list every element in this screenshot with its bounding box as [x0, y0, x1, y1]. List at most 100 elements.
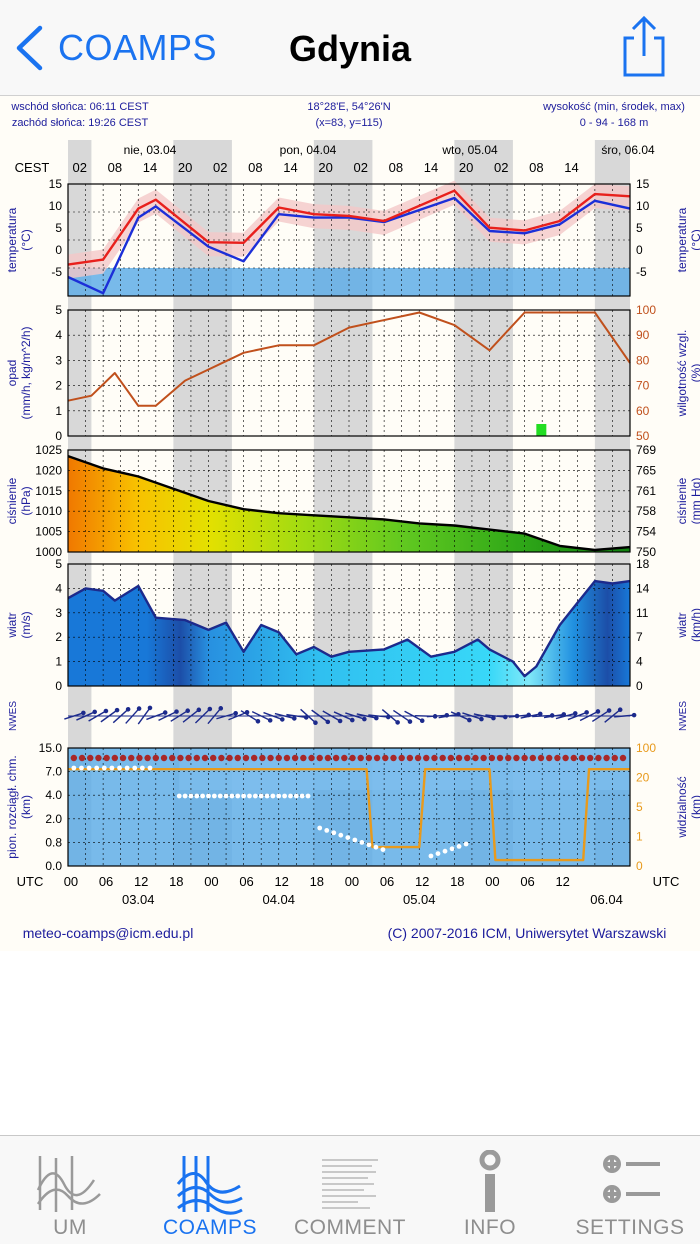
info-icon [479, 1150, 501, 1212]
tab-um[interactable]: UM [0, 1136, 140, 1244]
temperature-right-label-line: temperatura [675, 207, 689, 272]
pressure-left-label-line: ciśnienie [5, 477, 19, 524]
cloud-top-dot [472, 754, 479, 762]
pressure-left-tick: 1020 [35, 463, 62, 477]
cloud-base-dot [86, 765, 92, 771]
cloud-top-dot [480, 754, 487, 762]
tab-info-label: INFO [463, 1216, 517, 1239]
cloud-top-dot [349, 754, 356, 762]
cloud-top-dot [414, 754, 422, 762]
wind-right-tick: 14 [636, 581, 650, 595]
precip-left-tick: 3 [55, 353, 62, 367]
grid [68, 450, 630, 552]
pressure-left-tick: 1010 [35, 504, 62, 518]
cest-hour-tick: 08 [529, 160, 543, 175]
cloud-top-dot [201, 754, 209, 762]
cloud-base-dot [456, 844, 462, 849]
precip-left-tick: 2 [55, 379, 62, 393]
cloud-base-dot [305, 793, 311, 799]
cloud-base-dot [366, 842, 372, 848]
wind-arrow-head [313, 720, 318, 725]
tab-coamps[interactable]: COAMPS [140, 1136, 280, 1244]
cloud-base-dot [94, 765, 100, 771]
cloud-left-tick: 4.0 [45, 788, 62, 802]
utc-hour-tick: 00 [485, 874, 499, 889]
cloud-top-dot [357, 754, 364, 762]
cloud-top-dot [209, 754, 217, 762]
utc-hour-tick: 00 [345, 874, 359, 889]
cloud-base-dot [264, 793, 270, 799]
temperature-left-tick: 5 [55, 221, 62, 235]
cloud-top-dot [513, 754, 520, 762]
cloud-base-dot [124, 765, 130, 771]
back-button[interactable]: COAMPS [14, 24, 217, 72]
wind-right-label-line: wiatr [675, 612, 689, 638]
temperature-right-tick: 10 [636, 199, 650, 213]
utc-hour-tick: 18 [310, 874, 324, 889]
day-label: śro, 06.04 [601, 143, 655, 157]
cloud-top-dot [570, 754, 577, 762]
tab-info[interactable]: INFO [420, 1136, 560, 1244]
cloud-top-dot [488, 754, 496, 762]
wind-arrow-head [584, 710, 589, 715]
comment-document-icon [322, 1159, 378, 1209]
cloud-top-dot [619, 754, 627, 762]
cloud-base-dot [241, 793, 247, 799]
visibility-right-tick: 1 [636, 830, 643, 844]
cloud-top-dot [554, 754, 561, 762]
cloud-top-dot [70, 754, 78, 762]
precip-left-label: opad (mm/h, kg/m^2/h) [5, 327, 33, 420]
cloud-base-dot [132, 765, 138, 771]
cloud-top-dot [423, 754, 430, 762]
cloud-base-dot [139, 765, 145, 771]
visibility-right-label: widzialność (km) [675, 776, 700, 838]
wind-arrow-head [395, 720, 400, 725]
cloud-top-dot [177, 754, 184, 762]
pressure-line [67, 454, 631, 552]
cloud-base-dot [293, 793, 299, 799]
utc-hour-tick: 00 [64, 874, 78, 889]
pressure-left-tick: 1005 [35, 525, 62, 539]
wind-right-tick: 4 [636, 655, 643, 669]
share-icon [623, 15, 665, 77]
wind-arrow-head [233, 710, 238, 716]
cloud-base-dot [147, 765, 153, 771]
cloud-left-label-line: pion. rozciągł. chm. [5, 755, 19, 858]
grid [68, 748, 630, 866]
cest-hour-tick: 02 [353, 160, 367, 175]
temperature-left-label: temperatura (°C) [5, 207, 33, 272]
cloud-top-dot [431, 754, 438, 762]
night-shading [313, 140, 373, 866]
temperature-right-label-line: (°C) [689, 229, 700, 250]
wind-arrow-head [606, 708, 612, 713]
wind-arrow-head [103, 708, 109, 714]
cest-hour-tick: 20 [318, 160, 332, 175]
cloud-base-dot [338, 832, 344, 838]
cloud-top-dot [185, 754, 192, 762]
cest-hour-tick: 02 [494, 160, 508, 175]
share-button[interactable] [616, 14, 672, 80]
precip-left-tick: 1 [55, 404, 62, 418]
cloud-base-dot [288, 793, 293, 799]
utc-hour-tick: 12 [274, 874, 288, 889]
temperature-left-tick: 0 [55, 243, 62, 257]
cloud-left-label: pion. rozciągł. chm. (km) [5, 755, 33, 858]
sunrise-text: wschód słońca: 06:11 CEST [10, 101, 149, 113]
wind-arrow-head [325, 719, 331, 725]
tab-settings[interactable]: SETTINGS [560, 1136, 700, 1244]
humidity-right-label: wilgotność wzgl. (%) [675, 330, 700, 418]
cloud-base-dot [109, 765, 115, 771]
cloud-base-dot [258, 793, 264, 799]
cloud-top-dot [291, 754, 299, 762]
wind-right-tick: 0 [636, 679, 643, 693]
temperature-left-tick: 15 [49, 177, 63, 191]
wind-panel [67, 563, 631, 687]
cest-hour-tick: 14 [283, 160, 297, 175]
temperature-right-tick: 15 [636, 177, 650, 191]
cloud-top-dot [87, 754, 94, 762]
wind-arrow-head [631, 712, 637, 718]
day-label: pon, 04.04 [280, 143, 337, 157]
cloud-top-dot [259, 754, 266, 762]
tab-comment[interactable]: COMMENT [280, 1136, 420, 1244]
contact-email: meteo-coamps@icm.edu.pl [23, 925, 194, 941]
